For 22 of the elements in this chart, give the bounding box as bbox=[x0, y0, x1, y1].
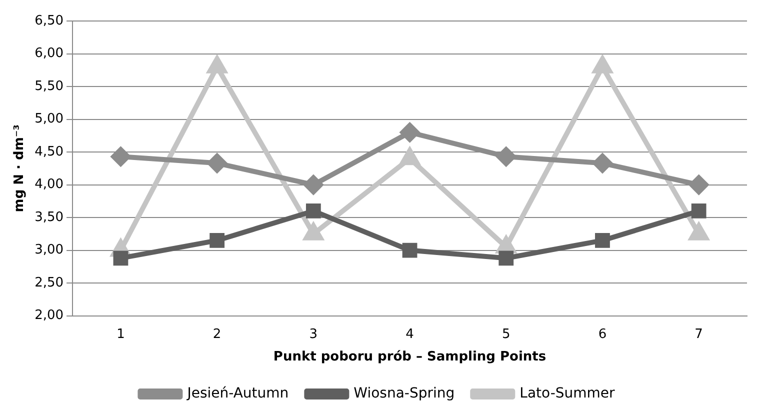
x-tick-label: 4 bbox=[406, 326, 414, 342]
y-tick-label: 4,00 bbox=[34, 177, 64, 192]
x-tick-label: 5 bbox=[502, 326, 510, 342]
y-tick-label: 3,00 bbox=[34, 242, 64, 258]
legend-label: Lato-Summer bbox=[520, 386, 616, 402]
y-tick-label: 6,50 bbox=[34, 13, 64, 28]
x-axis-title: Punkt poboru prób – Sampling Points bbox=[273, 350, 546, 365]
x-tick-label: 6 bbox=[598, 326, 607, 342]
y-tick-label: 5,50 bbox=[34, 78, 64, 94]
y-axis-title: mg N · dm⁻³ bbox=[12, 124, 28, 212]
x-tick-label: 7 bbox=[694, 326, 703, 342]
legend-label: Jesień-Autumn bbox=[186, 386, 289, 402]
y-tick-label: 2,00 bbox=[34, 308, 64, 324]
x-tick-label: 2 bbox=[212, 326, 222, 342]
y-tick-label: 6,00 bbox=[34, 46, 64, 62]
y-tick-label: 5,00 bbox=[34, 112, 64, 127]
x-tick-label: 1 bbox=[116, 326, 125, 342]
x-tick-label: 3 bbox=[309, 326, 318, 342]
y-tick-label: 2,50 bbox=[34, 275, 64, 290]
y-tick-label: 3,50 bbox=[34, 210, 64, 225]
y-tick-label: 4,50 bbox=[34, 144, 64, 160]
legend-label: Wiosna-Spring bbox=[354, 386, 455, 402]
